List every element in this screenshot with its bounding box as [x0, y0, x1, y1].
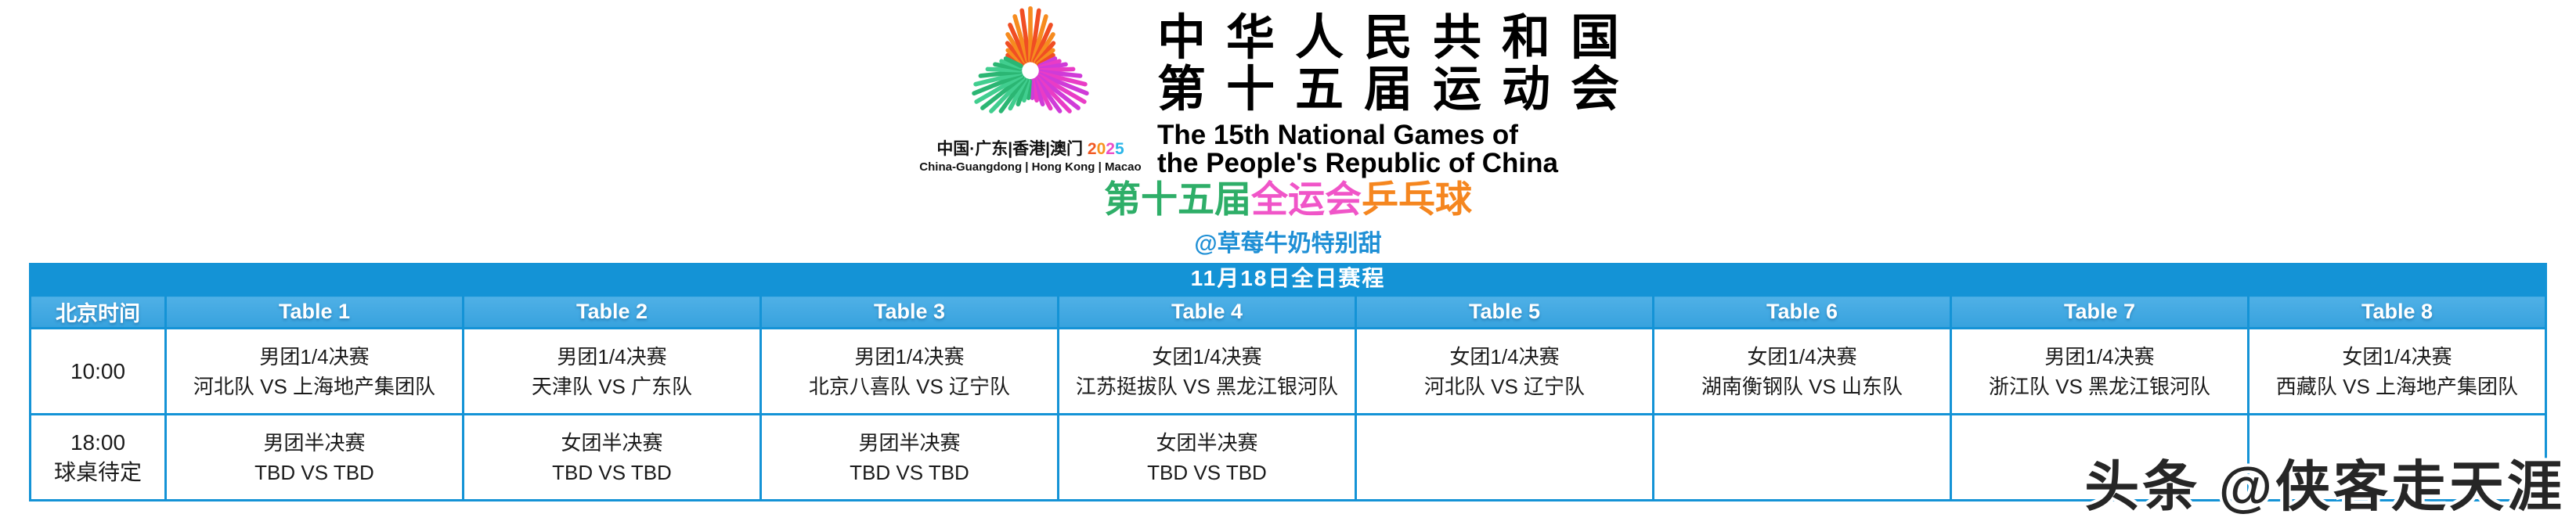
- column-header-table-7: Table 7: [1950, 294, 2249, 329]
- match-cell: 男团半决赛 TBD VS TBD: [164, 413, 464, 501]
- match-teams: TBD VS TBD: [1147, 460, 1267, 484]
- match-event: 女团半决赛: [1156, 430, 1258, 455]
- match-cell-empty: [2247, 413, 2547, 501]
- event-title-edition: 第十五届: [1104, 178, 1251, 220]
- year-2025: 2025: [1087, 140, 1124, 158]
- games-title-block: 中华人民共和国 第十五届运动会 The 15th National Games …: [1156, 3, 1640, 178]
- time-note: 球桌待定: [53, 459, 142, 484]
- match-cell: 男团1/4决赛 浙江队 VS 黑龙江银河队: [1950, 327, 2249, 415]
- games-logo-lockup: 中国·广东|香港|澳门 2025 China-Guangdong | Hong …: [919, 3, 1640, 178]
- column-header-table-4: Table 4: [1057, 294, 1357, 329]
- games-title-en-line2: the People's Republic of China: [1156, 148, 1558, 178]
- match-cell: 男团半决赛 TBD VS TBD: [759, 413, 1059, 501]
- match-cell: 女团1/4决赛 河北队 VS 辽宁队: [1355, 327, 1654, 415]
- column-header-table-5: Table 5: [1355, 294, 1654, 329]
- match-teams: 河北队 VS 辽宁队: [1423, 374, 1586, 398]
- match-cell: 男团1/4决赛 河北队 VS 上海地产集团队: [164, 327, 464, 415]
- match-cell: 女团1/4决赛 湖南衡钢队 VS 山东队: [1652, 327, 1952, 415]
- match-event: 女团1/4决赛: [1152, 344, 1262, 368]
- match-teams: 河北队 VS 上海地产集团队: [193, 374, 436, 398]
- match-event: 男团半决赛: [858, 430, 961, 455]
- schedule-header-row: 北京时间 Table 1 Table 2 Table 3 Table 4 Tab…: [29, 294, 2547, 329]
- match-teams: 天津队 VS 广东队: [531, 374, 693, 398]
- match-cell: 女团1/4决赛 西藏队 VS 上海地产集团队: [2247, 327, 2547, 415]
- match-cell-empty: [1652, 413, 1952, 501]
- match-cell: 女团半决赛 TBD VS TBD: [462, 413, 762, 501]
- national-games-emblem-icon: [972, 5, 1089, 113]
- column-header-table-8: Table 8: [2247, 294, 2547, 329]
- event-title-games: 全运会: [1251, 178, 1362, 220]
- schedule-section: 11月18日全日赛程 北京时间 Table 1 Table 2 Table 3 …: [29, 263, 2547, 501]
- match-event: 男团1/4决赛: [854, 344, 965, 368]
- author-handle: @草莓牛奶特别甜: [1194, 231, 1382, 257]
- column-header-time: 北京时间: [29, 294, 167, 329]
- games-title-cn-line2: 第十五届运动会: [1156, 63, 1640, 117]
- match-cell-empty: [1950, 413, 2249, 501]
- match-cell: 男团1/4决赛 天津队 VS 广东队: [462, 327, 762, 415]
- column-header-table-2: Table 2: [462, 294, 762, 329]
- match-teams: 湖南衡钢队 VS 山东队: [1701, 374, 1903, 398]
- schedule-date-banner: 11月18日全日赛程: [29, 263, 2547, 294]
- column-header-table-1: Table 1: [164, 294, 464, 329]
- match-teams: TBD VS TBD: [254, 460, 374, 484]
- toutiao-watermark: 头条 @侠客走天涯: [2084, 456, 2565, 517]
- match-teams: 江苏挺拔队 VS 黑龙江银河队: [1075, 374, 1339, 398]
- match-teams: 浙江队 VS 黑龙江银河队: [1988, 374, 2211, 398]
- match-cell: 男团1/4决赛 北京八喜队 VS 辽宁队: [759, 327, 1059, 415]
- schedule-table: 北京时间 Table 1 Table 2 Table 3 Table 4 Tab…: [29, 294, 2547, 501]
- match-event: 男团半决赛: [263, 430, 366, 455]
- host-cities-line: 中国·广东|香港|澳门 2025: [936, 136, 1124, 160]
- host-cities-en: China-Guangdong | Hong Kong | Macao: [919, 160, 1142, 174]
- games-title-en-line1: The 15th National Games of: [1156, 120, 1518, 150]
- match-teams: 北京八喜队 VS 辽宁队: [808, 374, 1011, 398]
- games-title-cn-line1: 中华人民共和国: [1156, 11, 1640, 65]
- event-title-sport: 乒乓球: [1362, 178, 1472, 220]
- column-header-table-3: Table 3: [759, 294, 1059, 329]
- table-row: 18:00 球桌待定 男团半决赛 TBD VS TBD 女团半决赛 TBD VS…: [29, 413, 2547, 501]
- match-event: 女团半决赛: [561, 430, 663, 455]
- time-cell: 18:00 球桌待定: [29, 413, 167, 501]
- match-event: 男团1/4决赛: [2044, 344, 2155, 368]
- time-value: 10:00: [70, 358, 126, 383]
- match-event: 女团1/4决赛: [2342, 344, 2452, 368]
- games-emblem-block: 中国·广东|香港|澳门 2025 China-Guangdong | Hong …: [919, 3, 1142, 174]
- match-cell: 女团半决赛 TBD VS TBD: [1057, 413, 1357, 501]
- host-cities-cn: 中国·广东|香港|澳门: [936, 140, 1084, 158]
- page-header: 中国·广东|香港|澳门 2025 China-Guangdong | Hong …: [0, 0, 2576, 258]
- match-event: 女团1/4决赛: [1747, 344, 1857, 368]
- match-cell: 女团1/4决赛 江苏挺拔队 VS 黑龙江银河队: [1057, 327, 1357, 415]
- table-row: 10:00 男团1/4决赛 河北队 VS 上海地产集团队 男团1/4决赛 天津队…: [29, 327, 2547, 415]
- match-teams: TBD VS TBD: [850, 460, 969, 484]
- match-event: 女团1/4决赛: [1449, 344, 1560, 368]
- match-event: 男团1/4决赛: [259, 344, 370, 368]
- match-teams: 西藏队 VS 上海地产集团队: [2275, 374, 2519, 398]
- match-event: 男团1/4决赛: [557, 344, 667, 368]
- match-cell-empty: [1355, 413, 1654, 501]
- time-value: 18:00: [70, 430, 126, 455]
- event-title: 第十五届全运会乒乓球: [1104, 179, 1472, 220]
- column-header-table-6: Table 6: [1652, 294, 1952, 329]
- time-cell: 10:00: [29, 327, 167, 415]
- match-teams: TBD VS TBD: [552, 460, 672, 484]
